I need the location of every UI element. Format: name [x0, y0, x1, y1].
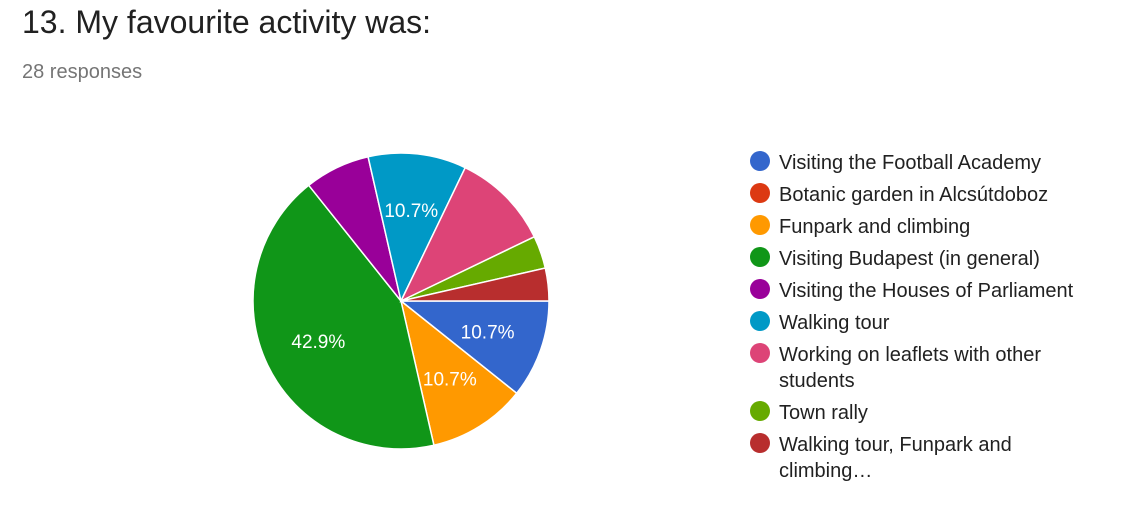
- pie-slice-2[interactable]: [399, 299, 518, 447]
- legend-label-3: Visiting Budapest (in general): [779, 248, 1040, 270]
- slice-percent-label-0: 10.7%: [461, 322, 515, 343]
- legend-item-8[interactable]: Walking tour, Funpark and climbing…: [750, 432, 1109, 484]
- response-count: 28 responses: [22, 61, 143, 83]
- legend-swatch-5: [750, 311, 770, 331]
- chart-legend: Visiting the Football Academy Botanic gar…: [750, 150, 1109, 490]
- pie-slice-0[interactable]: [398, 300, 550, 395]
- legend-item-1[interactable]: Botanic garden in Alcsútdoboz: [750, 182, 1109, 208]
- legend-item-6[interactable]: Working on leaflets with other students: [750, 342, 1109, 394]
- legend-swatch-7: [750, 401, 770, 421]
- pie-slice-5[interactable]: [367, 152, 467, 304]
- slice-percent-label-2: 10.7%: [423, 370, 477, 391]
- pie-slice-3[interactable]: [252, 184, 435, 450]
- legend-label-8: Walking tour, Funpark and climbing…: [779, 434, 1012, 482]
- legend-label-7: Town rally: [779, 402, 868, 424]
- legend-item-7[interactable]: Town rally: [750, 400, 1109, 426]
- pie-slice-6[interactable]: [399, 166, 536, 303]
- legend-item-5[interactable]: Walking tour: [750, 310, 1109, 336]
- legend-swatch-6: [750, 343, 770, 363]
- legend-item-4[interactable]: Visiting the Houses of Parliament: [750, 278, 1109, 304]
- legend-swatch-0: [750, 151, 770, 171]
- legend-swatch-8: [750, 433, 770, 453]
- legend-label-0: Visiting the Football Academy: [779, 152, 1042, 174]
- slice-percent-label-5: 10.7%: [384, 201, 438, 222]
- legend-label-1: Botanic garden in Alcsútdoboz: [779, 184, 1049, 206]
- legend-item-3[interactable]: Visiting Budapest (in general): [750, 246, 1109, 272]
- pie-slice-8[interactable]: [400, 267, 550, 302]
- legend-swatch-2: [750, 215, 770, 235]
- legend-label-2: Funpark and climbing: [779, 216, 971, 238]
- question-title: 13. My favourite activity was:: [22, 4, 432, 40]
- legend-label-4: Visiting the Houses of Parliament: [779, 280, 1074, 302]
- slice-percent-label-3: 42.9%: [291, 332, 345, 353]
- legend-item-2[interactable]: Funpark and climbing: [750, 214, 1109, 240]
- legend-label-6: Working on leaflets with other students: [779, 344, 1041, 392]
- legend-swatch-4: [750, 279, 770, 299]
- legend-label-5: Walking tour: [779, 312, 890, 334]
- legend-swatch-3: [750, 247, 770, 267]
- legend-item-0[interactable]: Visiting the Football Academy: [750, 150, 1109, 176]
- legend-swatch-1: [750, 183, 770, 203]
